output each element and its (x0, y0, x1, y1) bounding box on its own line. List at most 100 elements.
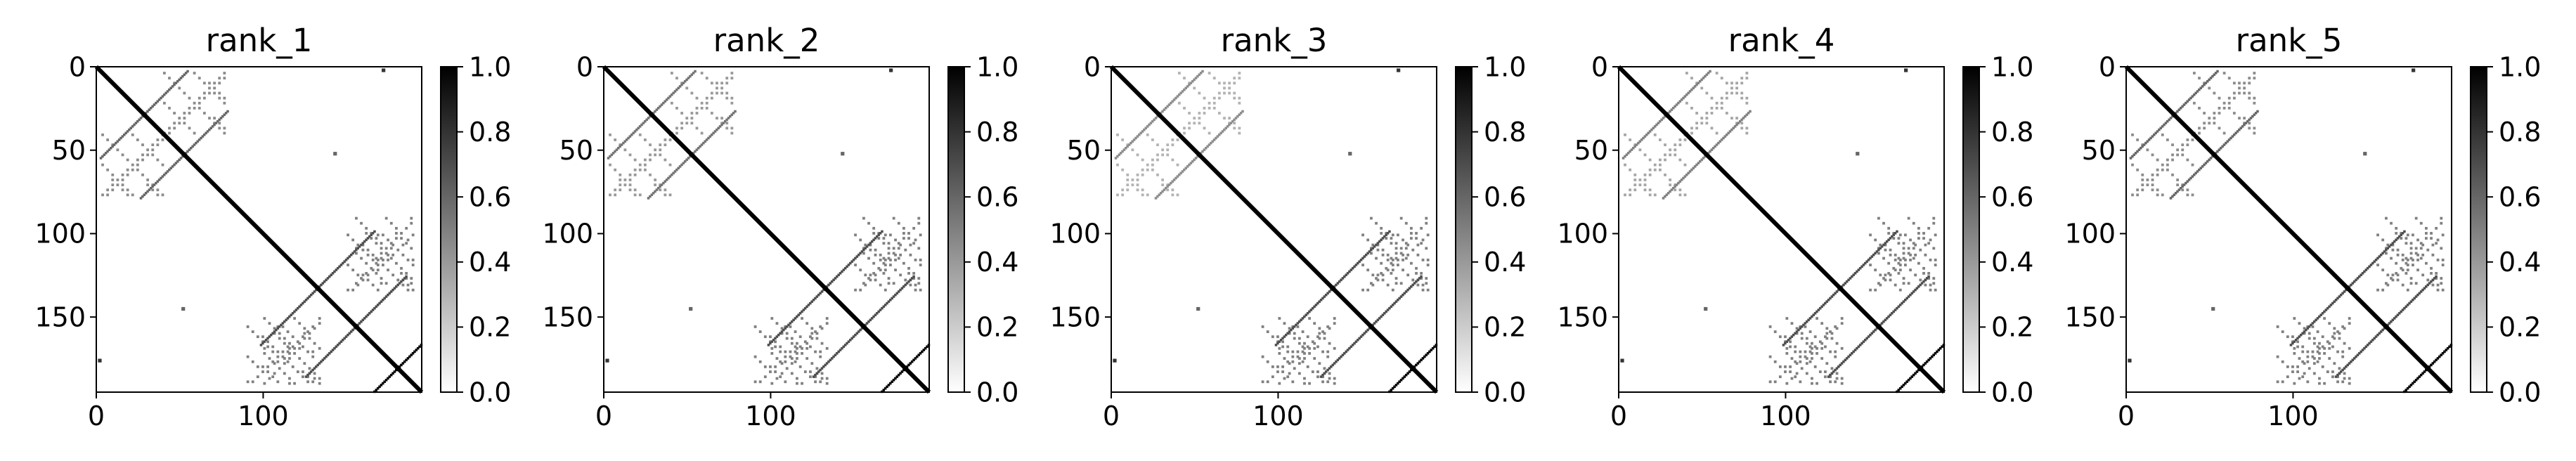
heatmap-cell (805, 357, 809, 360)
heatmap-cell (1319, 375, 1323, 378)
heatmap-cell (753, 325, 757, 328)
heatmap-cell (1690, 106, 1693, 110)
heatmap-cell (2232, 82, 2236, 85)
heatmap-cell (869, 273, 872, 277)
heatmap-cell (718, 125, 722, 128)
heatmap-cell (1290, 328, 1293, 332)
y-tick-label: 100 (1049, 219, 1101, 249)
heatmap-antidiagonal (647, 110, 737, 200)
heatmap-cell (796, 382, 798, 385)
heatmap-cell (892, 295, 895, 298)
heatmap-cell (882, 272, 886, 275)
heatmap-cell (2231, 135, 2234, 138)
heatmap-cell (798, 365, 802, 368)
heatmap-cell (2338, 372, 2341, 375)
heatmap-cell (1301, 360, 1305, 363)
heatmap-cell (659, 105, 661, 108)
heatmap-cell (138, 118, 141, 122)
heatmap-cell (1808, 360, 1812, 363)
heatmap-cell (814, 375, 817, 379)
heatmap-cell (1784, 340, 1787, 344)
heatmap-cell (614, 188, 617, 192)
heatmap-cell (371, 232, 375, 235)
heatmap-cell (1820, 342, 1824, 345)
heatmap-cell (1789, 370, 1792, 373)
heatmap-cell (1416, 243, 1420, 247)
heatmap-cell (216, 119, 219, 123)
heatmap-cell (1725, 133, 1728, 136)
heatmap-cell (2151, 153, 2154, 157)
heatmap-cell (637, 126, 640, 130)
heatmap-cell (2176, 110, 2179, 113)
heatmap-cell (1927, 272, 1931, 275)
heatmap-cell (886, 301, 888, 305)
heatmap-cell (1785, 382, 1789, 385)
heatmap-cell (675, 88, 678, 91)
heatmap-point (181, 306, 186, 311)
heatmap-cell (1295, 323, 1297, 327)
heatmap-cell (1799, 327, 1801, 330)
heatmap-cell (780, 372, 784, 375)
heatmap-cell (2400, 310, 2402, 313)
heatmap-cell (897, 247, 900, 250)
heatmap-block (101, 72, 226, 197)
heatmap-cell (363, 240, 366, 243)
heatmap-cell (2328, 305, 2331, 309)
heatmap-cell (1416, 362, 1420, 365)
heatmap-cell (864, 273, 867, 277)
heatmap-cell (121, 135, 124, 138)
heatmap-cell (1406, 372, 1409, 375)
heatmap-cell (2248, 126, 2251, 130)
heatmap-cell (1683, 163, 1687, 167)
heatmap-cell (1293, 367, 1296, 370)
heatmap-cell (1664, 158, 1666, 162)
heatmap-cell (668, 95, 672, 98)
heatmap-cell (1366, 288, 1370, 292)
heatmap-cell (1811, 342, 1813, 345)
heatmap-cell (101, 133, 104, 136)
heatmap-cell (1391, 264, 1394, 266)
heatmap-cell (1735, 91, 1739, 95)
heatmap-cell (2333, 300, 2336, 303)
heatmap-cell (383, 380, 386, 383)
heatmap-cell (156, 188, 160, 192)
heatmap-cell (1910, 375, 1914, 378)
heatmap-cell (1394, 257, 1398, 260)
heatmap-cell (2358, 352, 2361, 355)
heatmap-cell (2430, 280, 2433, 283)
heatmap-cell (1824, 335, 1827, 339)
heatmap-cell (1198, 91, 1201, 95)
heatmap-cell (1177, 72, 1181, 74)
heatmap-cell (1335, 360, 1338, 363)
heatmap-cell (1695, 126, 1699, 130)
heatmap-cell (202, 82, 206, 85)
heatmap-cell (877, 233, 880, 236)
heatmap-cell (1745, 126, 1749, 130)
heatmap-cell (2141, 183, 2144, 187)
heatmap-cell (2305, 328, 2308, 332)
heatmap-cell (1261, 380, 1264, 384)
heatmap-cell (214, 122, 218, 124)
heatmap-cell (285, 318, 287, 322)
heatmap-cell (2321, 335, 2324, 339)
heatmap-cell (1333, 285, 1336, 288)
y-tick-label: 150 (1049, 301, 1101, 332)
heatmap-cell (223, 126, 226, 130)
heatmap-image (602, 65, 931, 394)
heatmap-cell (914, 259, 917, 261)
heatmap-cell (668, 138, 672, 141)
heatmap-cell (1380, 232, 1383, 235)
heatmap-cell (907, 363, 910, 367)
heatmap-cell (339, 340, 343, 343)
heatmap-cell (1371, 323, 1374, 327)
heatmap-cell (273, 372, 276, 375)
heatmap-cell (1296, 325, 1300, 328)
heatmap-cell (2312, 362, 2316, 365)
heatmap-cell (161, 193, 164, 197)
heatmap-cell (1671, 186, 1675, 190)
heatmap-cell (1336, 358, 1340, 362)
heatmap-cell (1666, 112, 1670, 115)
heatmap-cell (1857, 268, 1860, 271)
heatmap-cell (286, 350, 290, 353)
heatmap-cell (2436, 357, 2440, 360)
